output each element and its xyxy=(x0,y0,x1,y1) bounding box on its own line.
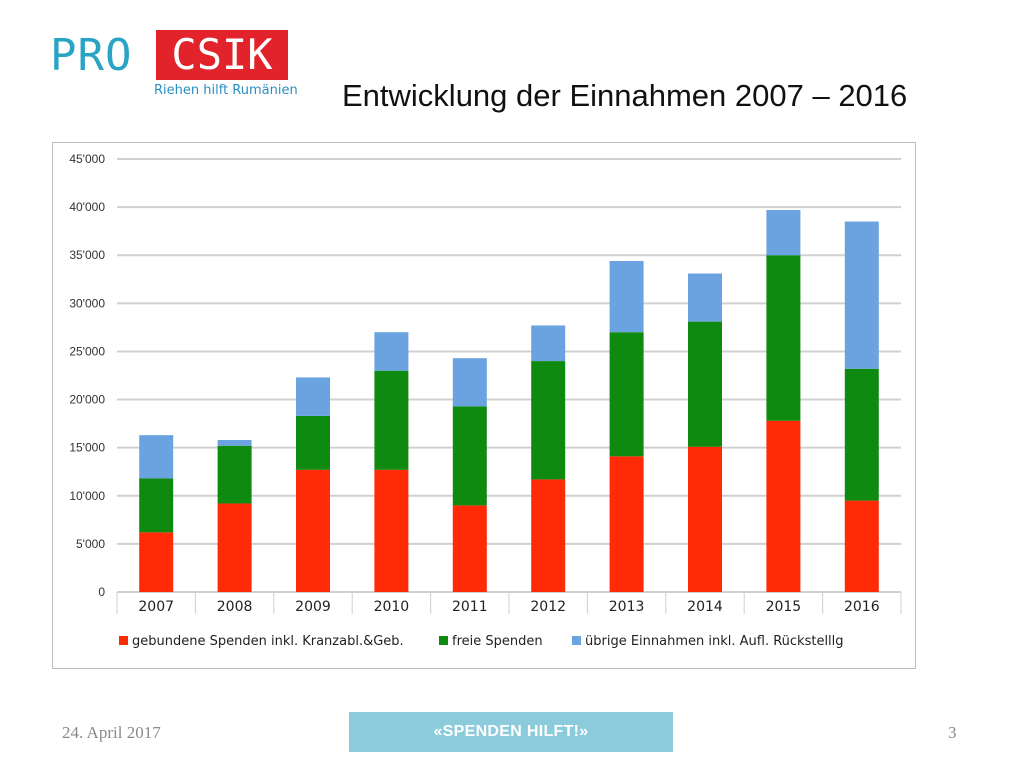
legend-swatch xyxy=(439,636,448,645)
y-tick-label: 35'000 xyxy=(69,248,105,262)
bar-segment xyxy=(139,478,174,533)
y-tick-label: 45'000 xyxy=(69,152,105,166)
bar-segment xyxy=(609,260,644,333)
bar-segment xyxy=(844,500,879,592)
bar-segment xyxy=(296,377,330,416)
bar-segment xyxy=(452,505,487,592)
bar-segment xyxy=(296,469,330,592)
bar-segment xyxy=(766,255,801,421)
y-tick-label: 0 xyxy=(98,585,105,599)
y-tick-label: 20'000 xyxy=(69,393,105,407)
footer-date: 24. April 2017 xyxy=(62,723,161,742)
legend-label: übrige Einnahmen inkl. Aufl. Rückstelllg xyxy=(585,634,844,649)
bar-segment xyxy=(609,332,644,457)
logo-pro-text: PRO xyxy=(50,30,133,81)
legend-label: gebundene Spenden inkl. Kranzabl.&Geb. xyxy=(132,634,404,649)
bar-segment xyxy=(844,221,879,369)
logo-csik-box: CSIK xyxy=(156,30,288,80)
bar-segment xyxy=(766,209,801,256)
chart-frame: 0 5'000 10'000 15'000 20'000 25'000 30'000 35'0… xyxy=(52,142,916,669)
x-tick-label: 2015 xyxy=(766,599,802,615)
x-tick-label: 2010 xyxy=(374,599,410,615)
legend-label: freie Spenden xyxy=(452,634,543,649)
page-number: 3 xyxy=(948,723,957,742)
slide-title: Entwicklung der Einnahmen 2007 – 2016 xyxy=(342,78,908,113)
bar-segment xyxy=(766,420,801,592)
bar-segment xyxy=(217,439,252,446)
bar-segment xyxy=(217,503,252,592)
bar-segment xyxy=(531,479,566,592)
bar-segment xyxy=(217,445,252,504)
legend-swatch xyxy=(119,636,128,645)
x-tick-label: 2014 xyxy=(687,599,723,615)
logo-tagline: Riehen hilft Rumänien xyxy=(154,83,298,98)
x-tick-label: 2008 xyxy=(217,599,253,615)
bar-segment xyxy=(374,370,409,470)
legend-swatch xyxy=(572,636,581,645)
bar-segment xyxy=(688,446,722,592)
y-tick-label: 25'000 xyxy=(69,344,105,358)
y-tick-label: 30'000 xyxy=(69,296,105,310)
y-tick-label: 10'000 xyxy=(69,489,105,503)
bar-segment xyxy=(609,456,644,592)
x-tick-label: 2007 xyxy=(138,599,174,615)
x-tick-label: 2009 xyxy=(295,599,331,615)
procsik-logo: PRO CSIK Riehen hilft Rumänien xyxy=(50,28,298,98)
bar-segment xyxy=(452,406,487,506)
bar-segment xyxy=(296,415,330,470)
bar-segment xyxy=(688,321,722,447)
spenden-hilft-button[interactable]: «SPENDEN HILFT!» xyxy=(349,712,673,752)
stacked-bar-chart: 0 5'000 10'000 15'000 20'000 25'000 30'000 35'0… xyxy=(69,152,902,649)
bar-segment xyxy=(139,532,174,592)
x-tick-label: 2016 xyxy=(844,599,880,615)
bar-segment xyxy=(531,325,566,362)
y-tick-label: 5'000 xyxy=(76,537,105,551)
bar-segment xyxy=(688,273,722,322)
bar-segment xyxy=(844,368,879,501)
bar-segment xyxy=(452,358,487,407)
bar-segment xyxy=(374,469,409,592)
y-tick-label: 15'000 xyxy=(69,441,105,455)
bar-segment xyxy=(139,435,174,479)
x-tick-label: 2012 xyxy=(530,599,566,615)
bar-segment xyxy=(531,361,566,480)
x-tick-label: 2013 xyxy=(609,599,645,615)
y-tick-label: 40'000 xyxy=(69,200,105,214)
bar-segment xyxy=(374,332,409,371)
x-tick-label: 2011 xyxy=(452,599,488,615)
